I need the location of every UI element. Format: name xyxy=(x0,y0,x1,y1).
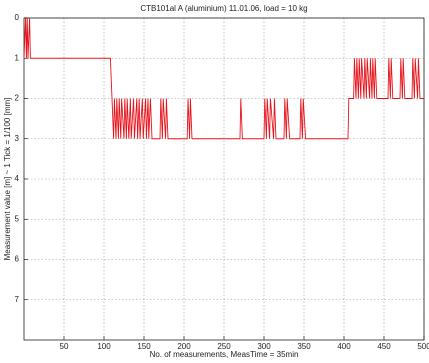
y-tick-label: 2 xyxy=(15,94,20,103)
y-tick-label: 0 xyxy=(15,13,20,22)
x-tick-label: 150 xyxy=(137,342,151,351)
y-tick-label: 5 xyxy=(15,214,20,223)
y-axis-label: Measurement value [m] ~ 1 Tick = 1/100 [… xyxy=(3,98,12,261)
y-tick-label: 4 xyxy=(15,174,20,183)
x-tick-label: 250 xyxy=(217,342,231,351)
x-tick-label: 300 xyxy=(257,342,271,351)
x-tick-label: 400 xyxy=(337,342,351,351)
x-axis-label: No. of measurements, MeasTime = 35min xyxy=(150,350,299,359)
plot-frame xyxy=(23,17,425,341)
x-tick-label: 450 xyxy=(377,342,391,351)
y-tick-label: 3 xyxy=(15,134,20,143)
y-tick-label: 1 xyxy=(15,53,20,62)
y-tick-label: 6 xyxy=(15,255,20,264)
chart-title: CTB101al A (aluminium) 11.01.06, load = … xyxy=(140,4,307,13)
x-tick-label: 500 xyxy=(417,342,429,351)
x-tick-label: 50 xyxy=(60,342,69,351)
data-line xyxy=(23,17,424,140)
x-tick-label: 200 xyxy=(177,342,191,351)
y-tick-label: 7 xyxy=(15,295,20,304)
x-tick-label: 100 xyxy=(97,342,111,351)
x-tick-label: 350 xyxy=(297,342,311,351)
